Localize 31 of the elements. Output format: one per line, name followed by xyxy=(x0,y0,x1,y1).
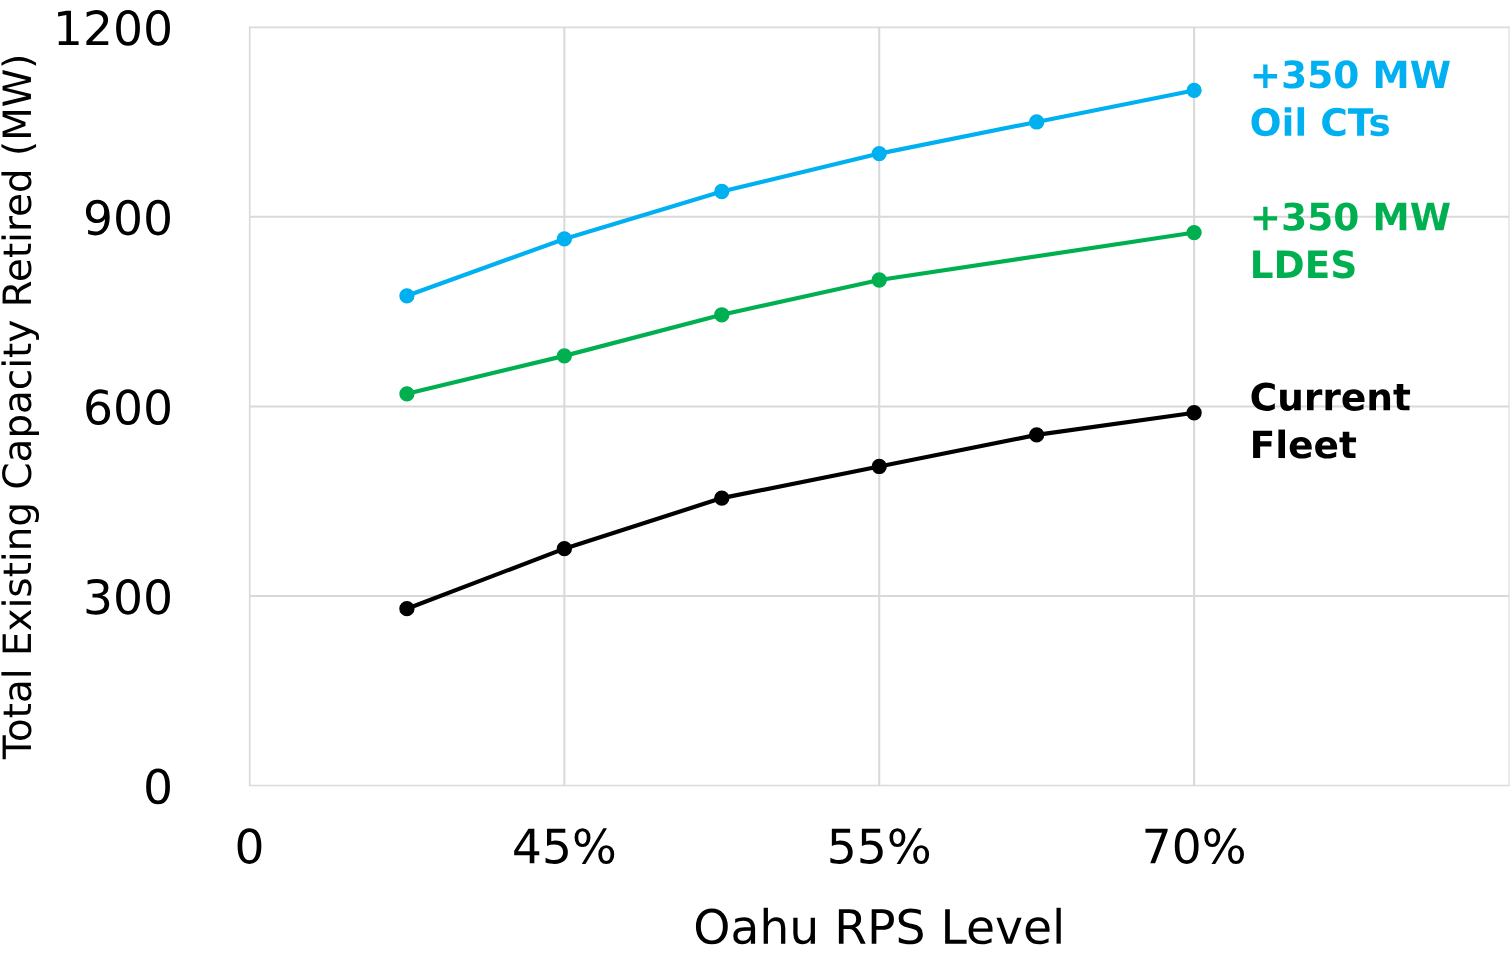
x-tick-label: 45% xyxy=(514,828,615,864)
point xyxy=(871,458,887,475)
series-label: Current Fleet xyxy=(1251,382,1411,459)
y-tick-label: 1200 xyxy=(58,10,170,46)
point xyxy=(399,601,415,617)
y-tick-label: 600 xyxy=(86,389,170,426)
point xyxy=(871,145,887,162)
y-tick-label: 300 xyxy=(86,578,170,615)
y-tick-label: 0 xyxy=(146,768,170,805)
point xyxy=(714,183,730,200)
point xyxy=(1029,427,1045,443)
x-tick-label: 0 xyxy=(237,828,262,864)
point xyxy=(399,288,415,304)
series-label: +350 MW Oil CTs xyxy=(1251,60,1450,137)
point xyxy=(556,541,572,557)
point xyxy=(1186,405,1202,421)
x-tick-label: 55% xyxy=(830,828,930,864)
point xyxy=(1186,224,1202,241)
x-tick-label: 70% xyxy=(1145,828,1244,864)
x-axis-title: Oahu RPS Level xyxy=(695,907,1061,945)
series-label: +350 MW LDES xyxy=(1253,202,1450,279)
point xyxy=(556,231,572,247)
point xyxy=(1186,82,1202,99)
point xyxy=(556,348,572,364)
point xyxy=(1029,114,1045,130)
y-axis-title: Total Existing Capacity Retired (MW) xyxy=(1,56,40,760)
point xyxy=(714,490,730,506)
point xyxy=(714,307,730,323)
y-tick-label: 900 xyxy=(85,199,170,236)
point xyxy=(871,272,887,288)
point xyxy=(399,386,415,402)
